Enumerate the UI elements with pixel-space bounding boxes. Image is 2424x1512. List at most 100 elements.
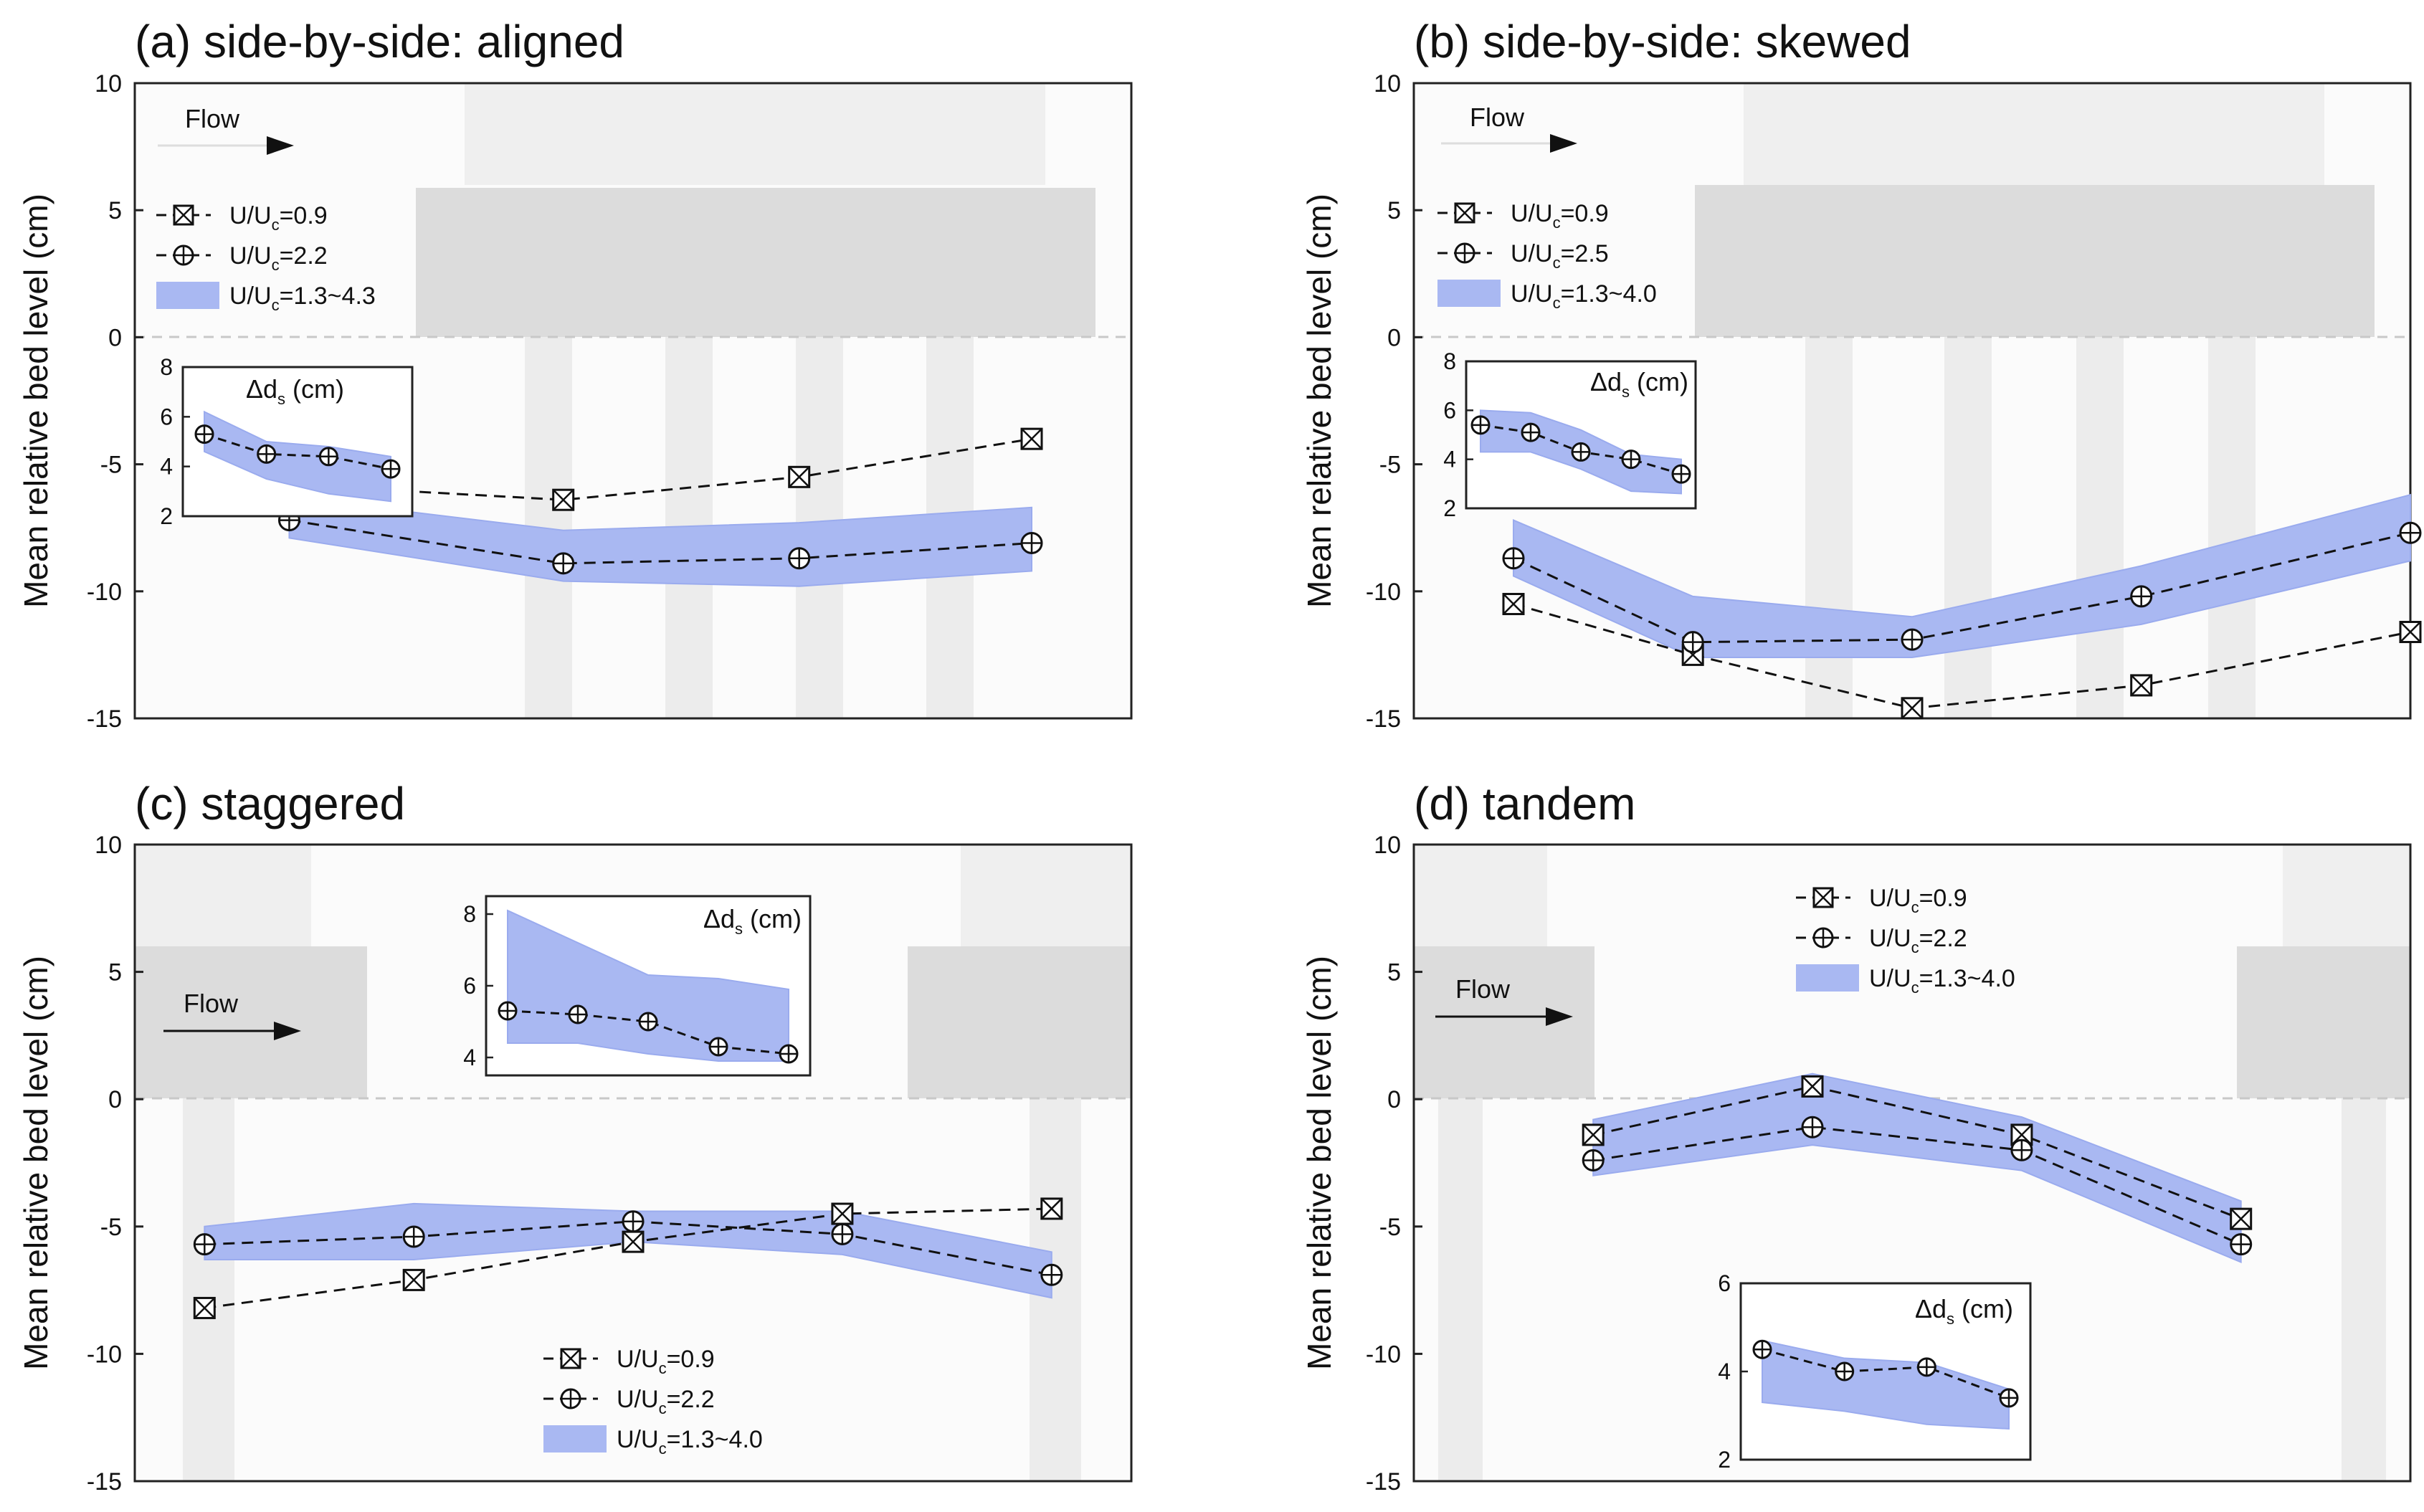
y-axis-label: Mean relative bed level (cm)	[17, 194, 54, 608]
circle-plus-marker	[708, 1037, 728, 1057]
circle-plus-marker	[622, 1210, 645, 1233]
inset-title: Δds (cm)	[703, 904, 802, 938]
inset-y-tick-label: 6	[160, 404, 173, 429]
circle-plus-marker	[831, 1222, 854, 1245]
pier-shadow	[1414, 845, 1547, 946]
range-band	[1592, 1073, 2242, 1264]
inset-range-band	[1762, 1339, 2010, 1430]
series-layer	[1502, 493, 2422, 720]
circle-plus-marker	[318, 447, 338, 467]
legend-swatch	[543, 1425, 607, 1452]
circle-plus-marker	[194, 424, 214, 444]
legend-label: U/Uc=1.3~4.0	[1511, 280, 1657, 312]
legend-label: U/Uc=0.9	[1511, 200, 1609, 232]
circle-plus-marker	[381, 459, 401, 479]
pier-block	[1695, 185, 2375, 337]
series-line	[1592, 1085, 2242, 1220]
pier-column	[183, 1098, 234, 1481]
y-tick-label: 5	[1387, 959, 1401, 986]
y-tick-label: -10	[1366, 1341, 1401, 1368]
plot-frame	[133, 82, 1133, 720]
y-tick-label: -5	[100, 452, 122, 479]
legend-label: U/Uc=2.2	[229, 242, 328, 274]
panel-b: 10 5 0 -5 -10 -15 (b) side-by-side: skewed Me…	[1301, 16, 2422, 733]
y-tick-label: -5	[100, 1214, 122, 1241]
circle-plus-marker	[1835, 1361, 1855, 1382]
circle-plus-marker	[257, 444, 277, 464]
circle-plus-marker	[1999, 1388, 2019, 1408]
panel-c: 10 5 0 -5 -10 -15 (c) staggered Mean relative…	[17, 778, 1133, 1496]
flow-arrowhead	[1546, 1007, 1573, 1026]
flow-label: Flow	[1455, 974, 1511, 1004]
circle-plus-marker	[638, 1012, 658, 1032]
panel-title: (b) side-by-side: skewed	[1414, 16, 1911, 67]
legend-label: U/Uc=2.5	[1511, 240, 1609, 272]
flow-label: Flow	[1470, 103, 1525, 132]
flow-arrowhead	[1550, 134, 1577, 153]
legend-item: U/Uc=1.3~4.0	[543, 1425, 763, 1458]
circle-plus-marker	[2230, 1233, 2253, 1256]
y-tick-label: 5	[1387, 197, 1401, 224]
square-x-marker	[1901, 697, 1924, 720]
y-tick-label: 0	[108, 324, 122, 351]
square-x-marker	[1454, 202, 1475, 224]
legend-label: U/Uc=1.3~4.0	[1869, 965, 2015, 997]
pier-block	[135, 946, 367, 1098]
flow-label: Flow	[185, 104, 240, 133]
circle-plus-marker	[193, 1233, 216, 1256]
inset: 8 6 4 2 Δds (cm)	[160, 354, 414, 529]
circle-plus-marker	[2399, 521, 2422, 544]
y-tick-label: -15	[87, 705, 122, 733]
legend-label: U/Uc=0.9	[617, 1346, 715, 1377]
circle-plus-marker	[1671, 464, 1691, 484]
legend-item: U/Uc=0.9	[156, 202, 328, 234]
circle-plus-marker	[1812, 927, 1834, 948]
y-tick-label: 0	[108, 1086, 122, 1113]
panel-a: 10 5 0 -5 -10 -15 (a) side-by-side: aligned M…	[17, 16, 1133, 733]
pier-block	[1414, 946, 1594, 1098]
legend-label: U/Uc=2.2	[617, 1386, 715, 1417]
legend-item: U/Uc=2.5	[1437, 240, 1609, 272]
legend: U/Uc=0.9 U/Uc=2.2 U/Uc=1.3~4.0	[543, 1346, 763, 1458]
inset-y-tick-label: 2	[1443, 495, 1456, 521]
circle-plus-marker	[402, 1225, 425, 1248]
circle-plus-marker	[1621, 450, 1641, 470]
y-tick-label: 10	[95, 70, 122, 98]
legend-swatch	[156, 282, 219, 309]
circle-plus-marker	[1502, 547, 1525, 570]
y-axis: 10 5 0 -5 -10 -15	[87, 70, 143, 733]
range-band	[1513, 493, 2411, 658]
plot-frame	[133, 843, 1133, 1483]
legend-item: U/Uc=0.9	[1796, 885, 1967, 916]
square-x-marker	[193, 1296, 216, 1319]
pier-column	[2342, 1098, 2386, 1481]
y-tick-label: 10	[95, 832, 122, 859]
inset-y-tick-label: 2	[1718, 1447, 1731, 1473]
inset-y-tick-label: 4	[160, 454, 173, 480]
y-tick-label: 10	[1374, 832, 1401, 859]
series-layer	[1582, 1073, 2253, 1264]
pier-block	[416, 188, 1095, 337]
inset-y-tick-label: 8	[463, 901, 476, 927]
flow-arrowhead	[267, 136, 294, 155]
legend-item: U/Uc=2.2	[1796, 925, 1967, 956]
y-tick-label: -5	[1379, 452, 1401, 479]
legend: U/Uc=0.9 U/Uc=2.5 U/Uc=1.3~4.0	[1437, 200, 1657, 312]
legend-item: U/Uc=1.3~4.3	[156, 282, 376, 314]
legend-item: U/Uc=2.2	[543, 1386, 715, 1417]
inset-y-tick-label: 4	[463, 1045, 476, 1070]
y-tick-label: -10	[87, 579, 122, 606]
flow-label: Flow	[184, 989, 239, 1018]
square-x-marker	[1040, 1197, 1063, 1220]
y-axis-label: Mean relative bed level (cm)	[17, 956, 54, 1370]
y-axis-label: Mean relative bed level (cm)	[1301, 194, 1338, 608]
pier-shadow	[465, 83, 1045, 185]
inset-y-tick-label: 4	[1443, 447, 1456, 472]
y-tick-label: -15	[1366, 1468, 1401, 1496]
panel-title: (c) staggered	[135, 778, 405, 829]
pier-column	[2076, 337, 2124, 718]
square-x-marker	[2230, 1207, 2253, 1230]
inset: 8 6 4 2 Δds (cm)	[1443, 348, 1697, 521]
pier-column	[1805, 337, 1853, 718]
inset-y-tick-label: 6	[1718, 1270, 1731, 1296]
